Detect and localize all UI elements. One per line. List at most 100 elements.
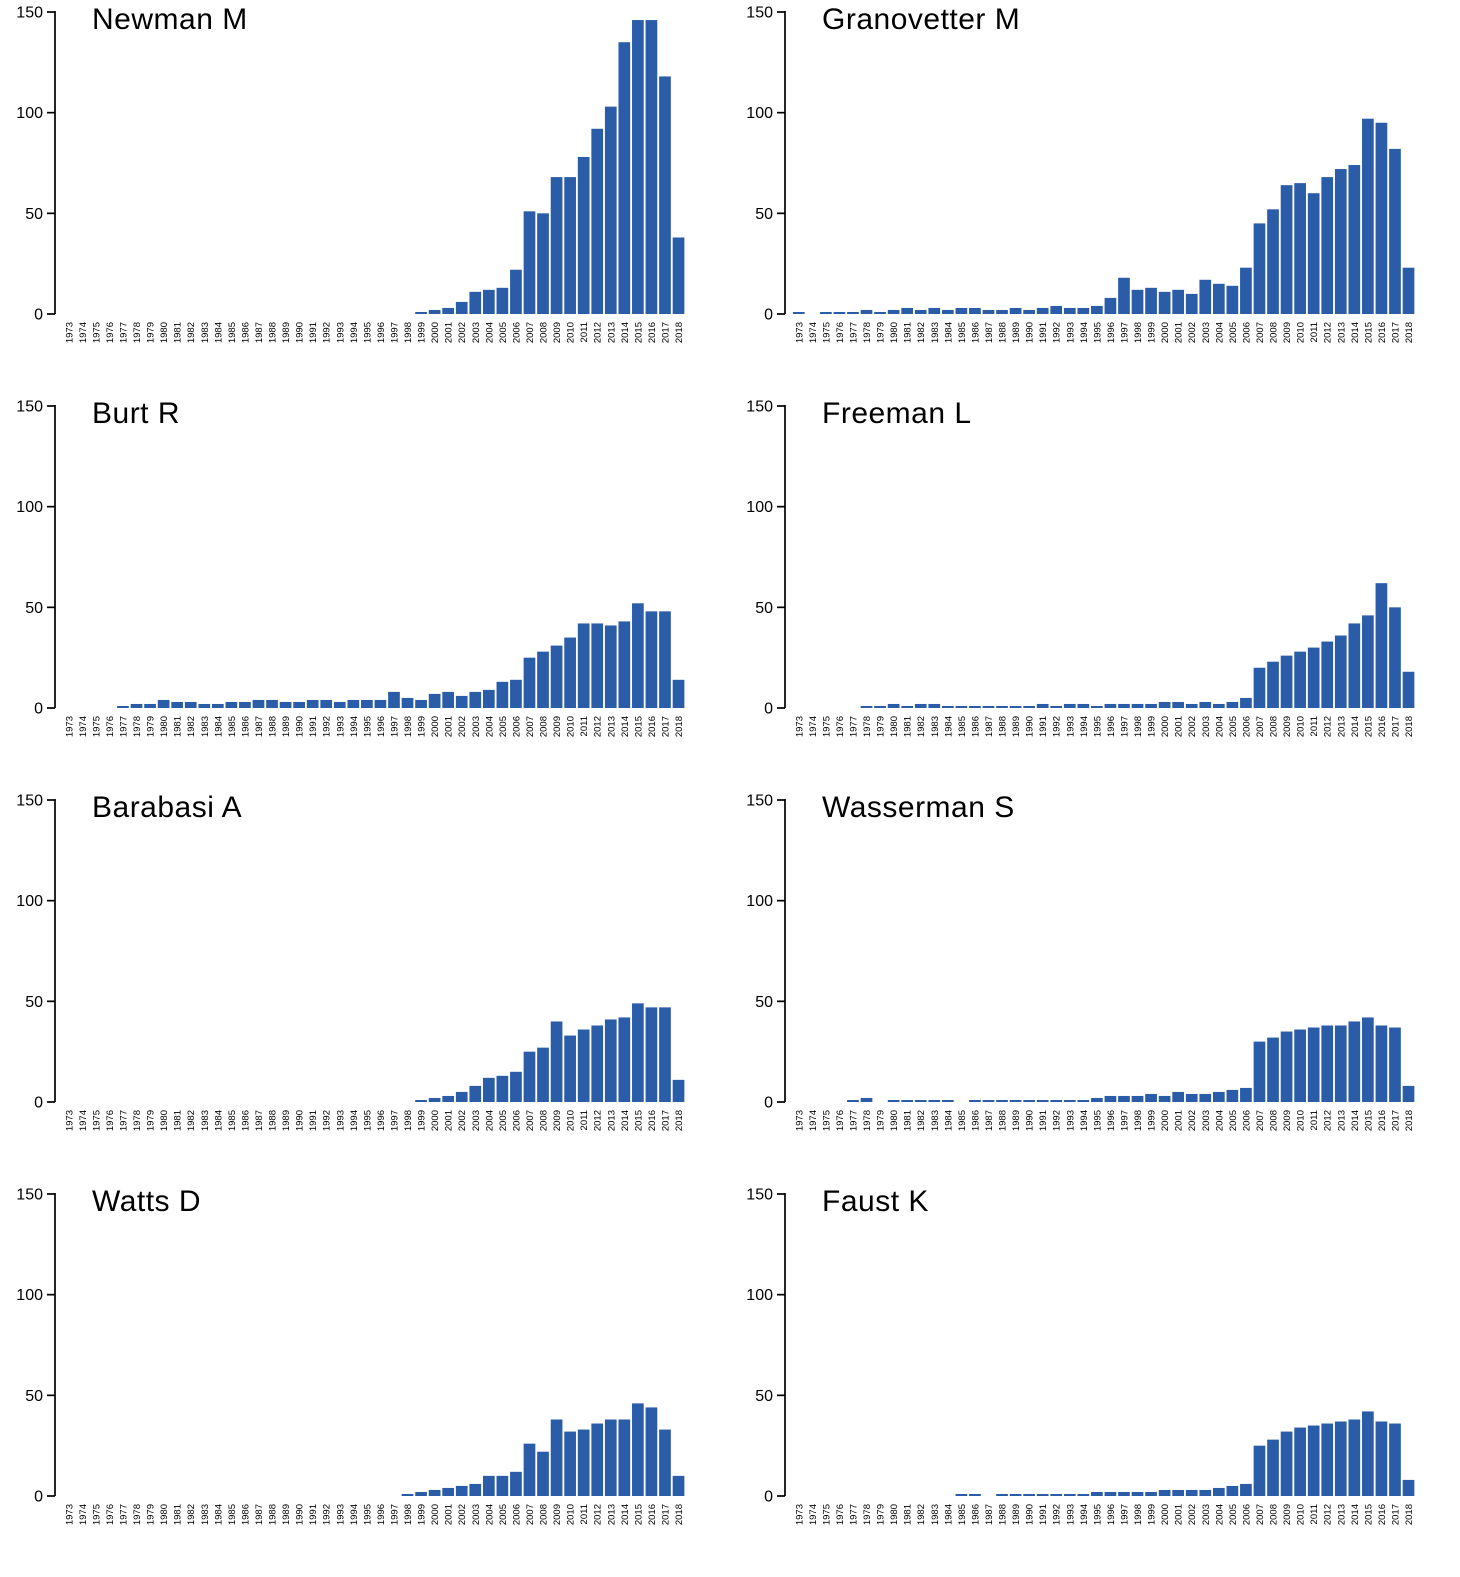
x-tick-label: 2013 (606, 322, 617, 343)
bar (564, 637, 576, 708)
x-tick-label: 2006 (1241, 716, 1252, 737)
bar (1023, 1493, 1035, 1496)
x-tick-label: 1988 (998, 1110, 1009, 1131)
bar (523, 1051, 536, 1102)
x-tick-label: 1997 (389, 1110, 400, 1131)
y-tick-label: 0 (764, 1489, 773, 1506)
bar (1063, 307, 1076, 314)
x-tick-label: 1993 (335, 716, 346, 737)
bar (996, 1493, 1008, 1496)
bar (1280, 655, 1293, 708)
bar (239, 701, 251, 708)
bar (591, 128, 604, 314)
x-tick-label: 1976 (835, 1110, 846, 1131)
bar (442, 1487, 455, 1496)
x-tick-label: 1982 (916, 716, 927, 737)
bar (469, 291, 482, 314)
x-tick-label: 1987 (254, 716, 265, 737)
x-tick-label: 1987 (254, 1110, 265, 1131)
x-tick-label: 2013 (1336, 1110, 1347, 1131)
x-tick-label: 1999 (1147, 322, 1158, 343)
x-tick-label: 2013 (1336, 716, 1347, 737)
x-tick-label: 1979 (146, 1110, 157, 1131)
bar (672, 1475, 685, 1496)
x-tick-label: 1991 (308, 322, 319, 343)
x-tick-label: 1987 (254, 1504, 265, 1525)
bar (130, 703, 143, 708)
x-tick-label: 2000 (430, 322, 441, 343)
chart-panel-granovetter: Granovetter M 0 50 100 150 1973 1974 1975 1976 1… (730, 0, 1460, 394)
x-tick-label: 2000 (430, 1110, 441, 1131)
x-tick-label: 1983 (200, 716, 211, 737)
x-tick-label: 1995 (362, 1504, 373, 1525)
x-tick-label: 1996 (376, 322, 387, 343)
x-tick-label: 1975 (91, 716, 102, 737)
x-tick-label: 1992 (1052, 1504, 1063, 1525)
x-tick-label: 2009 (552, 1504, 563, 1525)
x-tick-label: 2008 (539, 716, 550, 737)
x-tick-label: 1993 (1065, 716, 1076, 737)
x-tick-label: 2015 (633, 1110, 644, 1131)
x-tick-label: 1995 (362, 322, 373, 343)
x-tick-label: 2006 (511, 1504, 522, 1525)
y-tick-label: 50 (25, 600, 43, 617)
bar (442, 691, 455, 708)
bar (604, 106, 617, 314)
x-tick-label: 2000 (430, 1504, 441, 1525)
x-tick-label: 2003 (1201, 1504, 1212, 1525)
bar (537, 1047, 549, 1102)
x-tick-label: 1996 (376, 1110, 387, 1131)
x-tick-label: 1982 (916, 322, 927, 343)
bar (415, 1099, 427, 1102)
bar (969, 1493, 981, 1496)
x-tick-label: 2018 (674, 716, 685, 737)
x-tick-label: 1978 (862, 1110, 873, 1131)
x-tick-label: 1991 (308, 1504, 319, 1525)
x-tick-label: 1986 (970, 1110, 981, 1131)
bar (333, 701, 346, 708)
bar (1172, 701, 1185, 708)
x-tick-label: 2007 (1255, 1110, 1266, 1131)
bar (982, 1099, 995, 1102)
x-tick-label: 1978 (862, 716, 873, 737)
bar (1131, 1491, 1144, 1496)
bar (1091, 305, 1103, 314)
bar (1063, 1099, 1076, 1102)
x-tick-label: 1994 (1079, 1504, 1090, 1525)
bar (428, 309, 441, 314)
x-tick-label: 2014 (1350, 1504, 1361, 1525)
y-tick-label: 0 (764, 1095, 773, 1112)
x-tick-label: 1993 (335, 1110, 346, 1131)
bar (577, 1029, 590, 1102)
bar (1185, 293, 1198, 314)
x-tick-label: 2008 (539, 1504, 550, 1525)
x-tick-label: 1986 (240, 1504, 251, 1525)
x-tick-label: 1982 (186, 322, 197, 343)
bar (564, 1431, 576, 1496)
bar (901, 307, 914, 314)
x-tick-label: 2008 (539, 322, 550, 343)
bar (577, 1429, 590, 1496)
x-tick-label: 2001 (1174, 716, 1185, 737)
x-tick-label: 1973 (794, 322, 805, 343)
y-tick-label: 100 (746, 105, 773, 122)
bar (1212, 1487, 1225, 1496)
bar (672, 237, 685, 314)
x-tick-label: 1989 (1011, 1110, 1022, 1131)
x-tick-label: 1973 (64, 1504, 75, 1525)
chart-panel-barabasi: Barabasi A 0 50 100 150 1973 1974 1975 1976 1977… (0, 788, 730, 1182)
x-tick-label: 1999 (417, 716, 428, 737)
bar (455, 301, 468, 314)
bar (672, 1079, 685, 1102)
bar (1389, 1423, 1401, 1496)
bar (1023, 1099, 1035, 1102)
bar (1402, 1085, 1415, 1102)
bar (1321, 1025, 1334, 1102)
bar (1294, 1029, 1306, 1102)
x-tick-label: 1986 (970, 716, 981, 737)
y-tick-label: 150 (746, 5, 773, 22)
y-tick-label: 100 (16, 499, 43, 516)
bar (1036, 703, 1049, 708)
bar (928, 703, 941, 708)
x-tick-label: 1990 (1025, 1110, 1036, 1131)
